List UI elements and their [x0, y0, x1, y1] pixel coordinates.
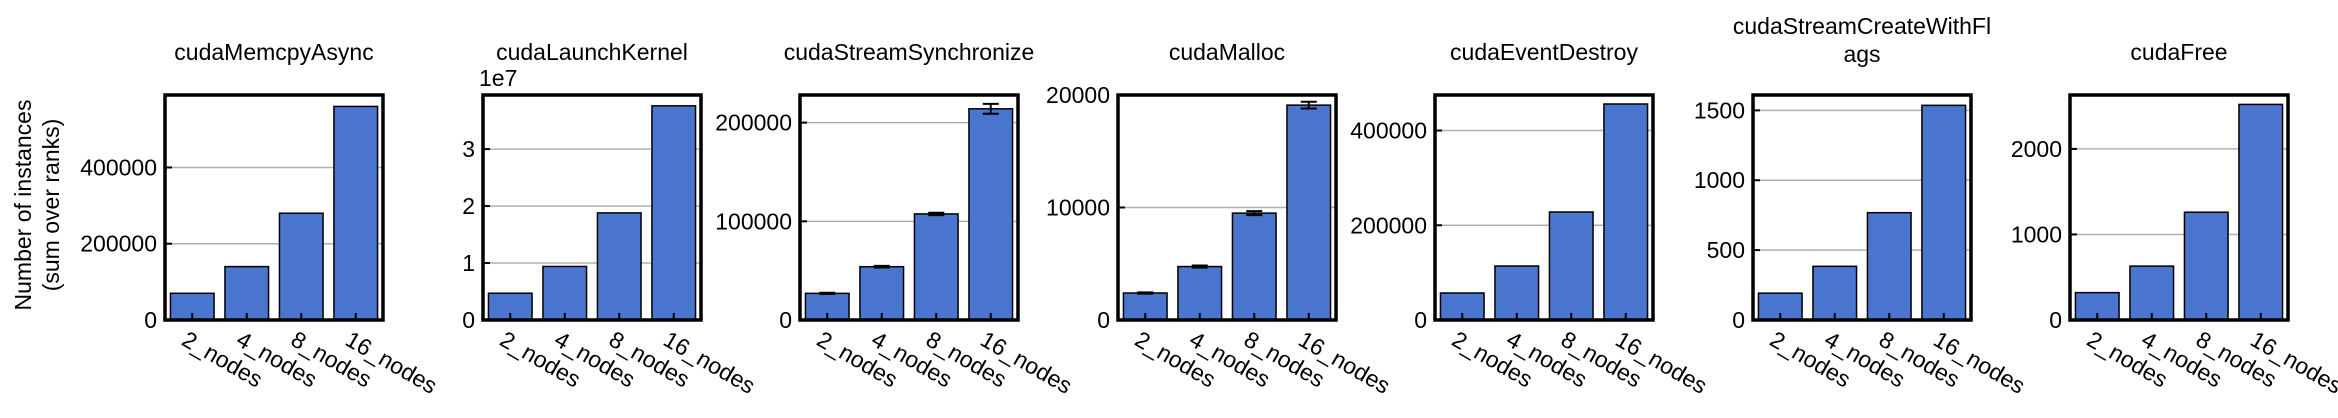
y-tick-label: 20000	[1046, 82, 1110, 108]
bar-8_nodes	[1231, 212, 1277, 321]
bar-4_nodes	[2129, 265, 2175, 321]
y-tick-label: 0	[1097, 307, 1110, 333]
y-tick-label: 200000	[715, 110, 792, 136]
bar-4_nodes	[1812, 265, 1858, 321]
bar-8_nodes	[913, 213, 959, 321]
chart-panel-0: cudaMemcpyAsync2_nodes4_nodes8_nodes16_n…	[80, 39, 442, 399]
y-axis-title-line1: Number of instances	[10, 100, 36, 311]
y-tick-label: 400000	[80, 154, 157, 180]
y-tick-label: 0	[144, 307, 157, 333]
y-tick-label: 1000	[1694, 167, 1745, 193]
bar-8_nodes	[1866, 211, 1912, 321]
bar-16_nodes	[333, 105, 379, 321]
y-tick-label: 1500	[1694, 97, 1745, 123]
bar-4_nodes	[1494, 265, 1540, 321]
chart-title: cudaEventDestroy	[1450, 39, 1638, 65]
y-tick-label: 500	[1707, 237, 1745, 263]
bar-8_nodes	[278, 212, 324, 321]
y-tick-label: 1000	[2011, 221, 2062, 247]
y-tick-label: 200000	[80, 231, 157, 257]
plot-frame	[1433, 93, 1655, 322]
chart-panel-4: cudaEventDestroy2_nodes4_nodes8_nodes16_…	[1350, 39, 1712, 399]
bar-4_nodes	[224, 265, 270, 321]
y-tick-label: 2000	[2011, 136, 2062, 162]
chart-panel-6: cudaFree2_nodes4_nodes8_nodes16_nodes010…	[2011, 39, 2338, 399]
plot-frame	[798, 93, 1020, 322]
chart-title: cudaMemcpyAsync	[174, 39, 373, 65]
plot-frame	[2068, 93, 2290, 322]
chart-title: cudaLaunchKernel	[496, 39, 688, 65]
plot-frame	[481, 93, 703, 322]
y-tick-label: 10000	[1046, 195, 1110, 221]
y-tick-label: 100000	[715, 208, 792, 234]
y-axis-title: Number of instances (sum over ranks)	[8, 40, 88, 370]
y-tick-label: 0	[462, 307, 475, 333]
bar-16_nodes	[651, 105, 697, 321]
y-axis-title-svg: Number of instances (sum over ranks)	[10, 100, 64, 311]
y-tick-label: 0	[1732, 307, 1745, 333]
bar-8_nodes	[1548, 211, 1594, 321]
axis-offset-text: 1e7	[479, 65, 517, 91]
chart-title: cudaStreamCreateWithFl	[1733, 13, 1991, 39]
bar-16_nodes	[1286, 104, 1332, 321]
bar-4_nodes	[859, 265, 905, 321]
y-tick-label: 1	[462, 250, 475, 276]
bar-8_nodes	[2183, 211, 2229, 321]
plot-frame	[1116, 93, 1338, 322]
bar-8_nodes	[596, 212, 642, 321]
bar-4_nodes	[1177, 265, 1223, 321]
bar-16_nodes	[1921, 104, 1967, 321]
y-tick-label: 3	[462, 136, 475, 162]
chart-panel-2: cudaStreamSynchronize2_nodes4_nodes8_nod…	[715, 39, 1077, 399]
bar-16_nodes	[968, 108, 1014, 321]
y-tick-label: 0	[2049, 307, 2062, 333]
chart-title: cudaMalloc	[1169, 39, 1285, 65]
y-axis-title-line2: (sum over ranks)	[38, 119, 64, 292]
bar-4_nodes	[542, 265, 588, 321]
y-tick-label: 2	[462, 193, 475, 219]
bar-16_nodes	[2238, 103, 2284, 321]
y-tick-label: 0	[779, 307, 792, 333]
y-tick-label: 200000	[1350, 212, 1427, 238]
chart-panel-3: cudaMalloc2_nodes4_nodes8_nodes16_nodes0…	[1046, 39, 1395, 399]
bar-16_nodes	[1603, 103, 1649, 321]
chart-title: cudaStreamSynchronize	[784, 39, 1035, 65]
y-tick-label: 400000	[1350, 118, 1427, 144]
plot-frame	[163, 93, 385, 322]
plot-frame	[1751, 93, 1973, 322]
y-tick-label: 0	[1414, 307, 1427, 333]
chart-panel-5: cudaStreamCreateWithFlags2_nodes4_nodes8…	[1694, 13, 2030, 399]
chart-title: cudaFree	[2130, 39, 2227, 65]
chart-title: ags	[1843, 41, 1880, 67]
